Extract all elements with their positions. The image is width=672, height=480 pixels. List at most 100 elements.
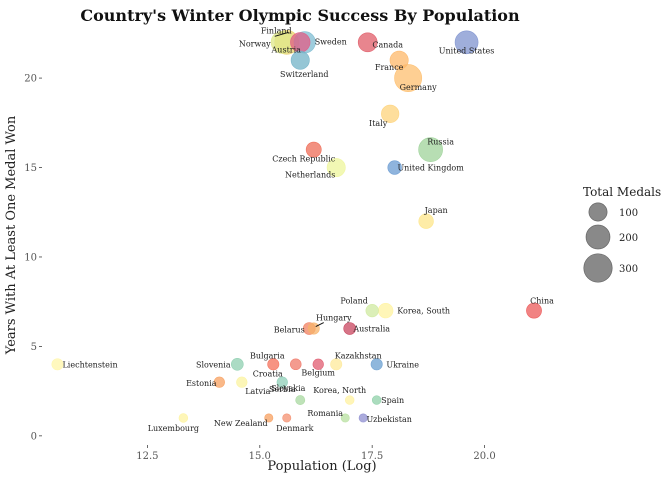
data-point [312,358,324,370]
data-point [378,302,394,319]
point-label: Serbia [269,385,296,394]
data-point [394,64,423,93]
data-point [264,413,274,423]
point-label: Sweden [315,37,347,46]
legend-entry-label: 100 [619,208,638,219]
data-point [290,50,310,70]
point-label: China [530,297,554,306]
data-point [343,322,357,335]
x-axis-title: Population (Log) [267,459,376,474]
data-point [454,30,479,55]
y-axis-ticks: 0 5 10 15 20 [24,74,42,442]
data-point [305,141,322,158]
point-label: Luxembourg [148,424,199,433]
data-point [295,395,306,405]
legend-entry-label: 300 [619,264,638,275]
point-label: Norway [239,39,271,48]
point-label: Belgium [301,368,335,377]
data-point [330,358,343,371]
data-point [389,50,409,70]
point-label: Belarus [274,326,305,335]
x-tick-label: 20.0 [473,451,495,462]
point-label: Romania [307,409,343,418]
y-tick-label: 0 [31,431,37,442]
point-label: Finland [261,26,292,35]
label-leader-line [274,31,289,37]
point-label: United States [439,46,495,55]
point-label: Spain [381,396,404,405]
point-label: Japan [424,206,448,215]
point-label: Russia [427,138,454,147]
data-point [236,376,248,388]
data-point [418,137,443,162]
data-point [230,357,244,371]
data-point [371,395,382,405]
x-tick-label: 15.0 [249,451,271,462]
point-label: Estonia [186,379,217,388]
point-label: Germany [400,83,437,92]
point-label: Netherlands [285,171,335,180]
data-point [340,413,350,423]
y-tick-label: 20 [24,74,37,85]
data-point [358,413,368,423]
point-label: Czech Republic [272,155,336,164]
x-tick-label: 17.5 [361,451,383,462]
data-point [267,358,280,371]
data-point [282,413,292,423]
legend-size-marker [585,224,611,250]
legend-size-marker [583,253,613,283]
point-label: Korea, North [313,386,366,395]
data-point [381,104,400,123]
y-tick-label: 10 [24,252,37,263]
data-point [365,304,379,318]
data-point [418,213,434,229]
point-label: New Zealand [214,419,268,428]
point-labels: Finland Norway Sweden Austria Switzerland Can… [62,26,554,433]
point-label: Korea, South [397,307,450,316]
legend-entry-label: 200 [619,233,638,244]
chart-title: Country's Winter Olympic Success By Popu… [80,6,520,25]
y-axis-title: Years With At Least One Medal Won [4,115,19,355]
point-label: United Kingdom [397,164,464,173]
y-tick-label: 15 [24,163,37,174]
data-point [387,160,402,175]
data-point [289,358,302,371]
point-label: Italy [369,119,388,128]
data-point [307,322,320,335]
data-point [213,376,225,388]
point-label: Switzerland [280,70,328,79]
point-label: Austria [271,45,302,54]
point-label: Slovenia [196,360,231,369]
point-label: Slovakia [271,384,306,393]
point-label: Bulgaria [250,351,285,360]
data-point [357,32,378,53]
point-label: Poland [340,297,367,306]
data-point [526,302,542,319]
data-point [344,395,355,405]
point-label: Hungary [316,314,352,323]
data-point [370,358,383,371]
point-label: Canada [372,40,403,49]
point-label: Croatia [253,369,283,378]
point-label: Australia [352,325,390,334]
y-tick-label: 5 [31,342,37,353]
point-label: Denmark [276,424,313,433]
legend-size-marker [588,202,608,222]
point-label: France [375,63,404,72]
point-label: Ukraine [386,360,419,369]
point-label: Uzbekistan [366,415,411,424]
x-tick-label: 12.5 [136,451,158,462]
legend-title: Total Medals [583,185,661,199]
data-point [51,358,64,371]
data-point [326,158,346,177]
point-label: Latvia [245,387,270,396]
data-point [178,413,189,423]
x-axis-ticks: 12.5 15.0 17.5 20.0 [136,445,496,462]
label-leader-line [315,322,324,327]
data-point [276,376,288,388]
size-legend: Total Medals 100 200 300 [583,185,661,283]
data-points [51,29,542,423]
point-label: Liechtenstein [62,360,117,369]
point-label: Kazakhstan [335,351,382,360]
